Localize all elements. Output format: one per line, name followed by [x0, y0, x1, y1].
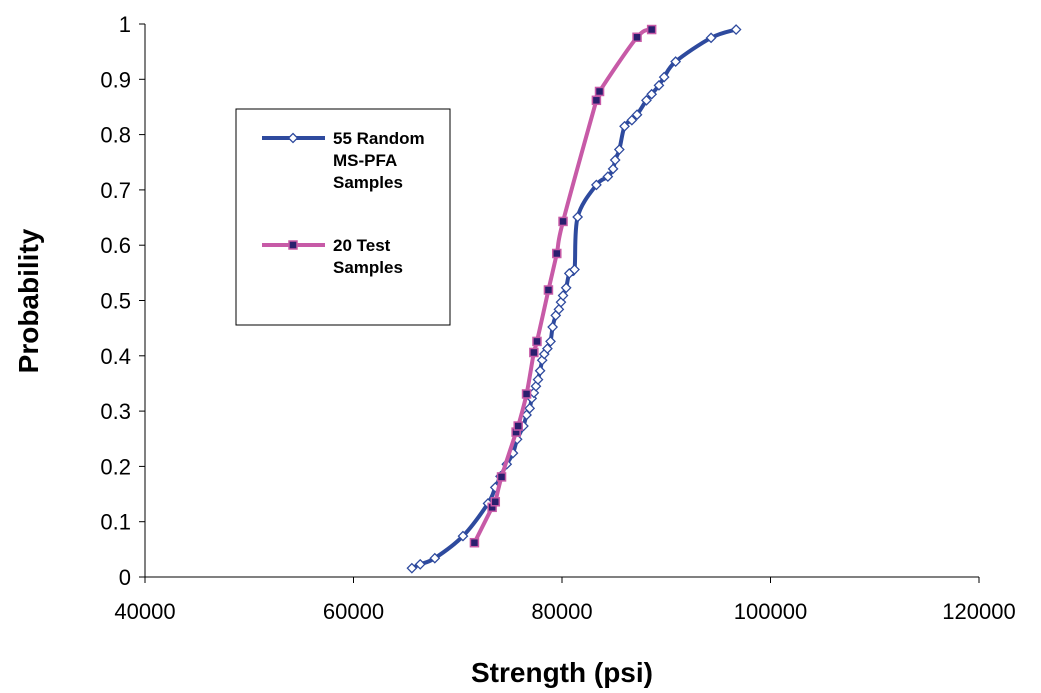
x-tick-label: 80000 [531, 599, 592, 624]
legend-box [235, 108, 451, 326]
data-point [457, 530, 469, 542]
legend-entry-2: 20 Test Samples [262, 236, 403, 277]
data-point [560, 282, 572, 294]
data-point [632, 32, 642, 43]
plot-series [406, 24, 742, 574]
y-tick-label: 0.8 [100, 123, 131, 148]
data-point [490, 497, 501, 507]
series-2 [469, 24, 657, 548]
data-point [543, 285, 554, 295]
y-tick-label: 0.9 [100, 67, 131, 92]
data-point [406, 562, 418, 574]
y-tick-label: 0.6 [100, 233, 131, 258]
data-point [658, 71, 670, 83]
y-axis-ticks: 0 0.1 0.2 0.3 0.4 0.5 0.6 0.7 0.8 0.9 1 [100, 12, 145, 590]
data-point [524, 402, 536, 414]
y-tick-label: 0.3 [100, 399, 131, 424]
data-point [569, 264, 580, 275]
y-tick-label: 0.1 [100, 510, 131, 535]
data-point [545, 336, 556, 347]
data-point [572, 211, 584, 223]
y-tick-label: 0.5 [100, 289, 131, 314]
x-axis-title: Strength (psi) [471, 657, 653, 688]
y-tick-label: 0.4 [100, 344, 131, 369]
data-point [602, 171, 614, 183]
data-point [547, 321, 559, 333]
legend-marker [288, 240, 298, 250]
data-point [496, 472, 507, 482]
y-tick-label: 1 [119, 12, 131, 37]
legend: 55 Random MS-PFA Samples 20 Test Samples [235, 108, 451, 326]
data-point [619, 120, 630, 132]
y-tick-label: 0.7 [100, 178, 131, 203]
data-point [730, 24, 742, 35]
data-point [529, 347, 539, 358]
x-tick-label: 60000 [323, 599, 384, 624]
legend-label: Samples [333, 173, 403, 192]
y-tick-label: 0 [119, 565, 131, 590]
data-point [609, 154, 621, 166]
data-point [590, 179, 602, 191]
data-point [613, 144, 625, 155]
data-point [558, 216, 568, 227]
data-point [541, 343, 553, 355]
data-point [521, 389, 532, 399]
data-point [631, 109, 643, 121]
data-point [591, 95, 602, 106]
series-line [411, 27, 737, 570]
legend-label: 55 Random [333, 129, 425, 148]
legend-label: MS-PFA [333, 151, 397, 170]
x-tick-label: 120000 [942, 599, 1015, 624]
data-point [670, 56, 682, 68]
series-1 [406, 24, 742, 574]
legend-label: 20 Test [333, 236, 391, 255]
y-tick-label: 0.2 [100, 454, 131, 479]
data-point [705, 32, 717, 44]
x-tick-label: 100000 [734, 599, 807, 624]
data-point [469, 537, 480, 548]
data-point [594, 86, 605, 97]
data-point [641, 94, 652, 106]
data-point [532, 336, 542, 347]
data-point [429, 552, 441, 564]
data-point [607, 163, 619, 175]
data-point [532, 374, 544, 385]
data-point [557, 290, 569, 301]
x-axis-ticks: 40000 60000 80000 100000 120000 [114, 577, 1016, 624]
data-point [653, 79, 665, 91]
data-point [552, 248, 562, 259]
legend-entry-1: 55 Random MS-PFA Samples [262, 129, 425, 192]
data-point [414, 558, 426, 570]
data-point [626, 114, 638, 126]
data-point [646, 24, 657, 35]
legend-label: Samples [333, 258, 403, 277]
data-point [513, 421, 523, 431]
data-point [534, 365, 546, 377]
y-axis-title: Probability [13, 228, 44, 373]
data-point [646, 88, 658, 100]
legend-marker [287, 132, 299, 144]
x-tick-label: 40000 [114, 599, 175, 624]
